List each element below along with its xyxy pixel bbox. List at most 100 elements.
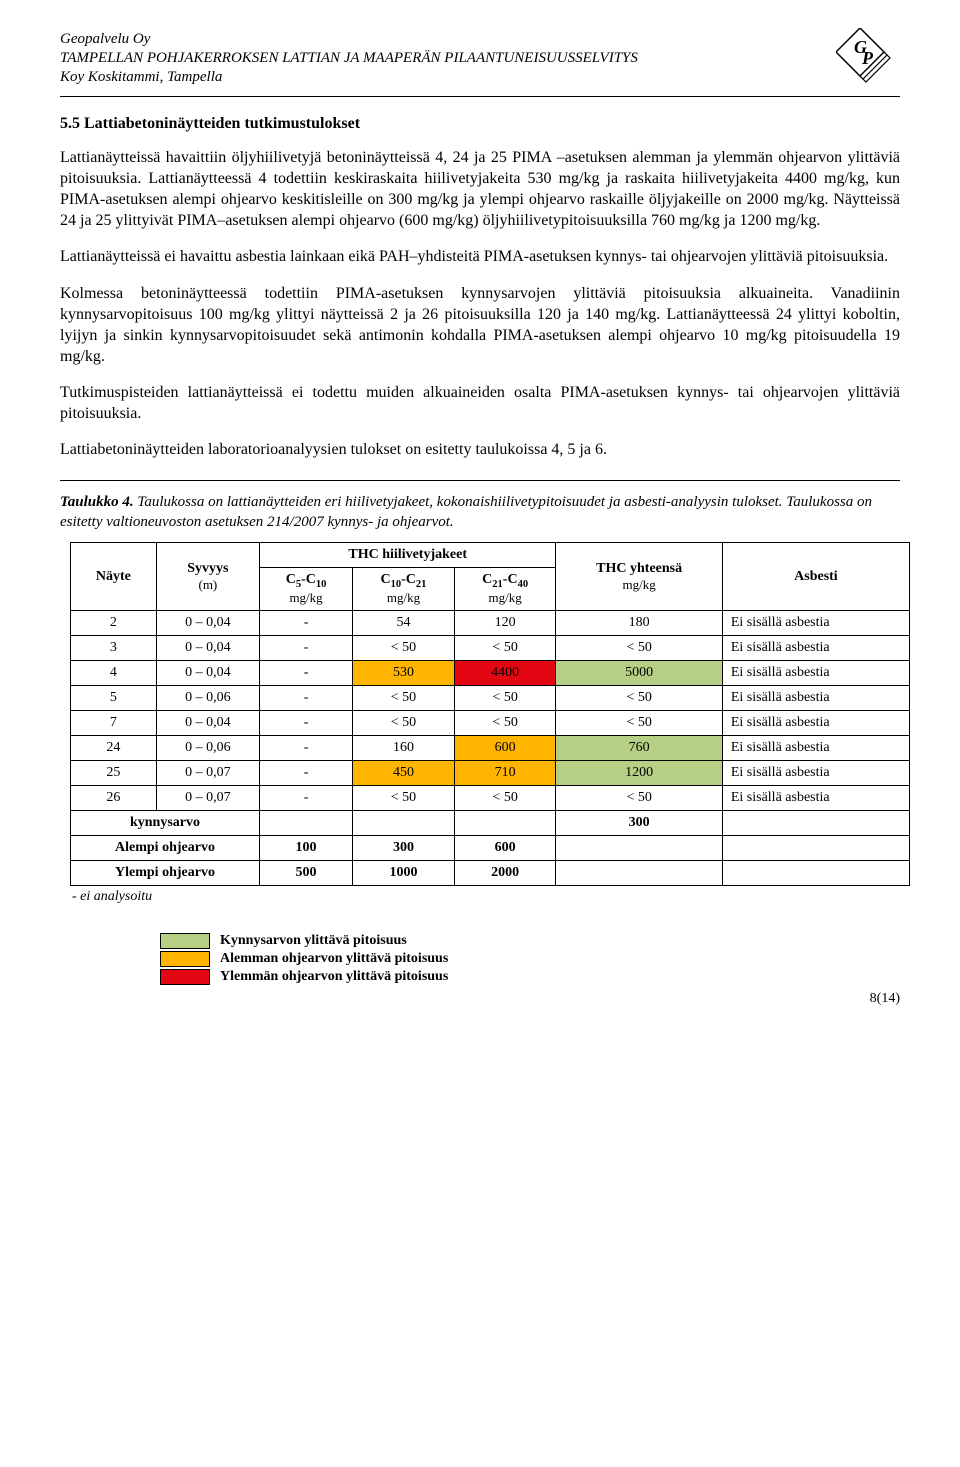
cell-tot: 180 xyxy=(556,611,722,636)
cell-asb: Ei sisällä asbestia xyxy=(722,711,909,736)
cell-sample: 7 xyxy=(71,711,157,736)
cell-asb: Ei sisällä asbestia xyxy=(722,686,909,711)
legend-row: Ylemmän ohjearvon ylittävä pitoisuus xyxy=(160,969,900,985)
cell-asb: Ei sisällä asbestia xyxy=(722,786,909,811)
legend-label: Alemman ohjearvon ylittävä pitoisuus xyxy=(220,951,448,967)
header-title: TAMPELLAN POHJAKERROKSEN LATTIAN JA MAAP… xyxy=(60,49,638,68)
legend-row: Kynnysarvon ylittävä pitoisuus xyxy=(160,933,900,949)
table-row: 50 – 0,06-< 50< 50< 50Ei sisällä asbesti… xyxy=(71,686,910,711)
footer-cell-empty xyxy=(722,836,909,861)
table-row: 240 – 0,06-160600760Ei sisällä asbestia xyxy=(71,736,910,761)
page-container: Geopalvelu Oy TAMPELLAN POHJAKERROKSEN L… xyxy=(0,0,960,1037)
color-legend: Kynnysarvon ylittävä pitoisuus Alemman oh… xyxy=(160,933,900,985)
footer-cell-c21: 2000 xyxy=(454,861,556,886)
footer-label: kynnysarvo xyxy=(71,811,260,836)
body-paragraph: Lattianäytteissä ei havaittu asbestia la… xyxy=(60,246,900,267)
footer-cell-empty xyxy=(722,811,909,836)
body-paragraph: Lattiabetoninäytteiden laboratorioanalyy… xyxy=(60,439,900,460)
svg-text:P: P xyxy=(861,48,874,68)
col-c10c21: C10-C21mg/kg xyxy=(353,568,455,611)
section-title-text: Lattiabetoninäytteiden tutkimustulokset xyxy=(84,115,360,132)
cell-sample: 24 xyxy=(71,736,157,761)
cell-asb: Ei sisällä asbestia xyxy=(722,636,909,661)
col-thc-group: THC hiilivetyjakeet xyxy=(259,543,555,568)
footer-cell-tot: 300 xyxy=(556,811,722,836)
footer-cell-c10: 300 xyxy=(353,836,455,861)
table-row: 30 – 0,04-< 50< 50< 50Ei sisällä asbesti… xyxy=(71,636,910,661)
cell-depth: 0 – 0,04 xyxy=(156,661,259,686)
cell-sample: 26 xyxy=(71,786,157,811)
body-paragraph: Lattianäytteissä havaittiin öljyhiilivet… xyxy=(60,147,900,231)
legend-label: Kynnysarvon ylittävä pitoisuus xyxy=(220,933,407,949)
header-subtitle: Koy Koskitammi, Tampella xyxy=(60,68,638,87)
col-thc-total-unit: mg/kg xyxy=(564,577,713,593)
table-footnote: - ei analysoitu xyxy=(72,889,900,905)
footer-cell-c10 xyxy=(353,811,455,836)
document-header: Geopalvelu Oy TAMPELLAN POHJAKERROKSEN L… xyxy=(60,30,900,97)
cell-depth: 0 – 0,06 xyxy=(156,686,259,711)
table-caption: Taulukko 4. Taulukossa on lattianäytteid… xyxy=(60,493,900,532)
table-footer-row: Ylempi ohjearvo50010002000 xyxy=(71,861,910,886)
cell-c10: < 50 xyxy=(353,711,455,736)
cell-tot: < 50 xyxy=(556,786,722,811)
section-heading: 5.5 Lattiabetoninäytteiden tutkimustulok… xyxy=(60,115,900,133)
cell-asb: Ei sisällä asbestia xyxy=(722,761,909,786)
footer-cell-tot xyxy=(556,836,722,861)
cell-tot: < 50 xyxy=(556,711,722,736)
results-table: Näyte Syvyys (m) THC hiilivetyjakeet THC… xyxy=(70,542,910,886)
table-row: 250 – 0,07-4507101200Ei sisällä asbestia xyxy=(71,761,910,786)
legend-row: Alemman ohjearvon ylittävä pitoisuus xyxy=(160,951,900,967)
col-sample: Näyte xyxy=(71,543,157,611)
cell-depth: 0 – 0,04 xyxy=(156,636,259,661)
cell-c21: < 50 xyxy=(454,711,556,736)
legend-swatch xyxy=(160,969,210,985)
col-depth-label: Syvyys xyxy=(187,561,228,576)
table-row: 20 – 0,04-54120180Ei sisällä asbestia xyxy=(71,611,910,636)
table-caption-label: Taulukko 4. xyxy=(60,494,134,510)
legend-label: Ylemmän ohjearvon ylittävä pitoisuus xyxy=(220,969,448,985)
cell-c5: - xyxy=(259,611,352,636)
legend-swatch xyxy=(160,951,210,967)
table-footer: kynnysarvo 300Alempi ohjearvo100300600Yle… xyxy=(71,811,910,886)
footer-cell-c5 xyxy=(259,811,352,836)
col-c5c10: C5-C10mg/kg xyxy=(259,568,352,611)
cell-c5: - xyxy=(259,661,352,686)
cell-c21: 4400 xyxy=(454,661,556,686)
cell-tot: 760 xyxy=(556,736,722,761)
col-thc-total: THC yhteensä mg/kg xyxy=(556,543,722,611)
table-row: 70 – 0,04-< 50< 50< 50Ei sisällä asbesti… xyxy=(71,711,910,736)
table-row: 40 – 0,04-53044005000Ei sisällä asbestia xyxy=(71,661,910,686)
unit-label: mg/kg xyxy=(268,590,344,606)
col-thc-total-label: THC yhteensä xyxy=(596,561,682,576)
cell-depth: 0 – 0,04 xyxy=(156,611,259,636)
unit-label: mg/kg xyxy=(361,590,446,606)
footer-label: Ylempi ohjearvo xyxy=(71,861,260,886)
cell-c21: 120 xyxy=(454,611,556,636)
footer-cell-c21: 600 xyxy=(454,836,556,861)
cell-tot: 5000 xyxy=(556,661,722,686)
cell-sample: 3 xyxy=(71,636,157,661)
cell-c5: - xyxy=(259,786,352,811)
cell-c5: - xyxy=(259,711,352,736)
header-text-block: Geopalvelu Oy TAMPELLAN POHJAKERROKSEN L… xyxy=(60,30,638,86)
cell-tot: < 50 xyxy=(556,686,722,711)
cell-c21: < 50 xyxy=(454,686,556,711)
unit-label: mg/kg xyxy=(463,590,548,606)
section-number: 5.5 xyxy=(60,115,80,132)
cell-c10: 530 xyxy=(353,661,455,686)
cell-tot: 1200 xyxy=(556,761,722,786)
cell-c10: < 50 xyxy=(353,686,455,711)
footer-cell-empty xyxy=(722,861,909,886)
table-footer-row: Alempi ohjearvo100300600 xyxy=(71,836,910,861)
table-body: 20 – 0,04-54120180Ei sisällä asbestia30 … xyxy=(71,611,910,811)
footer-cell-tot xyxy=(556,861,722,886)
cell-sample: 4 xyxy=(71,661,157,686)
cell-asb: Ei sisällä asbestia xyxy=(722,611,909,636)
col-depth: Syvyys (m) xyxy=(156,543,259,611)
cell-asb: Ei sisällä asbestia xyxy=(722,736,909,761)
cell-c5: - xyxy=(259,761,352,786)
cell-depth: 0 – 0,06 xyxy=(156,736,259,761)
col-asbestos: Asbesti xyxy=(722,543,909,611)
legend-swatch xyxy=(160,933,210,949)
cell-depth: 0 – 0,07 xyxy=(156,786,259,811)
